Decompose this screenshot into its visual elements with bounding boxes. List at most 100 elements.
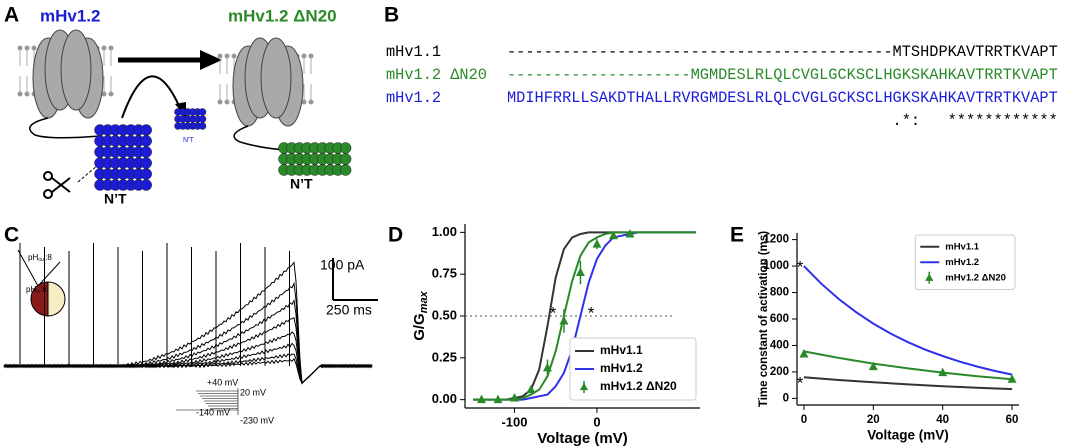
lipid (308, 53, 314, 59)
lipid (17, 45, 23, 51)
marker (938, 367, 948, 377)
ph-value: :6 (40, 285, 47, 294)
linker (233, 125, 286, 151)
linker (29, 117, 101, 139)
protocol-label: -140 mV (196, 407, 230, 417)
current-trace (3, 357, 373, 385)
bead (140, 135, 152, 147)
arrow-head (200, 50, 222, 70)
lipid (101, 91, 107, 97)
ph-sub: out (38, 257, 46, 263)
x-tick-label: 0 (801, 414, 807, 426)
panel-a-title: mHv1.2 (40, 6, 100, 25)
marker (575, 267, 585, 277)
ph-text: pH (28, 253, 38, 262)
protocol-label: 20 mV (240, 387, 266, 397)
pointer (17, 249, 39, 287)
y-tick-label: 0.00 (432, 391, 457, 406)
y-tick-label: 400 (770, 339, 789, 351)
x-tick-label: 0 (593, 414, 600, 429)
sequence: ----------------------------------------… (507, 43, 1058, 61)
bead (140, 124, 152, 136)
scissors (43, 171, 71, 199)
legend-label: mHv1.2 (945, 257, 979, 268)
panel-label: D (388, 224, 403, 247)
bead (140, 168, 152, 180)
bead (339, 153, 352, 165)
lipid (224, 53, 230, 59)
lipid (308, 99, 314, 105)
y-tick-label: 800 (770, 287, 789, 299)
curve (473, 231, 696, 401)
panel-label: B (384, 4, 399, 27)
annotation: * (588, 303, 595, 322)
x-tick-label: 20 (867, 414, 880, 426)
lipid (231, 53, 237, 59)
lipid (217, 99, 223, 105)
conservation: .*: ************ (893, 112, 1058, 130)
sequence: MDIHFRRLLSAKDTHALLRVRGMDESLRLQLCVGLGCKSC… (507, 89, 1058, 107)
lipid (108, 91, 114, 97)
current-trace (3, 342, 373, 385)
y-tick-label: 1200 (763, 234, 789, 246)
protocol-label: -230 mV (240, 415, 274, 425)
curve (803, 350, 1013, 381)
current-trace (3, 317, 373, 385)
ph-text: pH (26, 285, 36, 294)
y-tick-label: 0.75 (432, 266, 457, 281)
sequence: --------------------MGMDESLRLQLCVGLGCKSC… (507, 66, 1058, 84)
ph-value: :8 (45, 253, 52, 262)
marker (608, 230, 618, 240)
curved-arrow (121, 75, 181, 119)
y-axis-label: G/Gmax (411, 290, 430, 340)
annotation: * (797, 373, 804, 392)
marker (625, 229, 635, 238)
nterm-label: N’T (104, 191, 127, 207)
nterm-label: N’T (183, 137, 195, 144)
y-tick-label: 600 (770, 313, 789, 325)
y-tick-label: 0.50 (432, 307, 457, 322)
sequence-name: mHv1.1 (386, 43, 441, 61)
lipid (24, 91, 30, 97)
legend-box (569, 337, 697, 401)
bead (198, 108, 207, 116)
lipid (101, 45, 107, 51)
sequence-name: mHv1.2 ΔN20 (386, 66, 487, 84)
scale-label: 250 ms (326, 302, 372, 318)
legend-label: mHv1.1 (945, 241, 980, 252)
x-axis-label: Voltage (mV) (537, 430, 628, 447)
scale-label: 100 pA (320, 257, 365, 273)
y-tick-label: 1000 (763, 260, 789, 272)
annotation: * (550, 303, 557, 322)
ph-sub: in (36, 289, 40, 295)
bead (140, 157, 152, 169)
ph-label: pHin:6 (26, 285, 47, 295)
marker (1007, 374, 1017, 383)
legend-swatch (925, 273, 934, 281)
legend-box (914, 234, 1016, 290)
marker (526, 384, 536, 394)
x-tick-label: 60 (1006, 414, 1019, 426)
lipid (108, 45, 114, 51)
marker (542, 362, 552, 372)
bead (140, 179, 152, 191)
y-axis-label: Time constant of activation (ms) (758, 231, 770, 407)
legend-label: mHv1.2 ΔN20 (945, 272, 1006, 283)
legend-swatch (579, 382, 589, 391)
bead (198, 115, 207, 123)
panel-label: E (730, 224, 744, 247)
panel-label: C (4, 224, 19, 247)
y-label-main: G/G (411, 313, 428, 341)
bead (339, 142, 352, 154)
channel-subunit (60, 29, 92, 111)
protocol-label: +40 mV (207, 377, 238, 387)
y-tick-label: 0 (783, 392, 789, 404)
legend-label: mHv1.1 (600, 343, 643, 357)
x-tick-label: 40 (936, 414, 949, 426)
lipid (17, 91, 23, 97)
channel-subunit (260, 37, 292, 119)
legend-label: mHv1.2 (600, 361, 643, 375)
lipid (301, 53, 307, 59)
bead (140, 146, 152, 158)
